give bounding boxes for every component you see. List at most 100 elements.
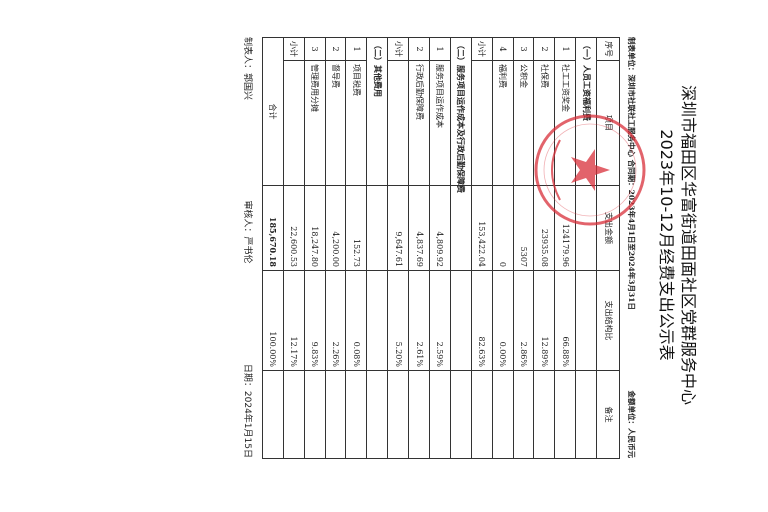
- row-no: 2: [533, 37, 555, 61]
- meta-line: 制表单位：深圳市社联社工服务中心 合同期：2023年4月1日至2024年3月31…: [626, 37, 637, 458]
- amount-cell: 18,247.80: [304, 185, 326, 271]
- table-row: 1 社工工资奖金 124179.96 66.88%: [554, 37, 576, 459]
- remark-cell: [262, 370, 284, 459]
- amount-cell: 0: [492, 185, 514, 271]
- subtotal-row: 小计 22,600.53 12.17%: [283, 37, 305, 459]
- row-no: 1: [429, 37, 451, 61]
- remark-cell: [492, 370, 514, 459]
- ratio-cell: 2.86%: [513, 270, 534, 371]
- amount-cell: 5307: [513, 185, 534, 271]
- header-no: 序号: [596, 37, 620, 61]
- rotated-document: 深圳市福田区华富街道田面社区党群服务中心 2023年10-12月经费支出公示表 …: [240, 30, 710, 460]
- amount-cell: 9,647.61: [387, 185, 409, 271]
- amount-cell: 4,200.00: [325, 185, 346, 271]
- remark-cell: [387, 370, 409, 459]
- item-name: 福利费: [492, 60, 514, 186]
- ratio-cell: 82.63%: [471, 270, 493, 371]
- table-row: 1 项目税费 152.73 0.08%: [345, 37, 367, 459]
- amount-cell: 4,837.69: [408, 185, 430, 271]
- amount-cell: 185,670.18: [262, 185, 284, 271]
- header-ratio: 支出结构比: [596, 270, 620, 371]
- ratio-cell: 2.26%: [325, 270, 346, 371]
- item-name: 管理费用分摊: [304, 60, 326, 186]
- table-header: 序号 项目 支出金额 支出结构比 备注: [596, 37, 620, 459]
- ratio-cell: 0.00%: [492, 270, 514, 371]
- header-item: 项目: [596, 60, 620, 186]
- remark-cell: [450, 370, 472, 459]
- remark-cell: [345, 370, 367, 459]
- expense-table: 序号 项目 支出金额 支出结构比 备注 （一）人员工资福利费 1 社工工资奖金 124…: [262, 37, 620, 459]
- preparer: 制表人：郭国兴: [242, 37, 252, 101]
- ratio-cell: [366, 270, 388, 371]
- document-title: 深圳市福田区华富街道田面社区党群服务中心: [679, 84, 698, 405]
- remark-cell: [366, 370, 388, 459]
- item-name: 公积金: [513, 60, 534, 186]
- header-remark: 备注: [596, 370, 620, 459]
- header-amount: 支出金额: [596, 185, 620, 271]
- amount-cell: 4,809.92: [429, 185, 451, 271]
- document-subtitle: 2023年10-12月经费支出公示表: [657, 129, 676, 361]
- item-name: [283, 60, 305, 186]
- amount-cell: 22,600.53: [283, 185, 305, 271]
- ratio-cell: 66.88%: [554, 270, 576, 371]
- row-no: 3: [304, 37, 326, 61]
- ratio-cell: [575, 270, 597, 371]
- section-label: （一）人员工资福利费: [575, 37, 597, 186]
- row-no: 3: [513, 37, 534, 61]
- table-row: 1 服务项目运作成本 4,809.92 2.59%: [429, 37, 451, 459]
- table-row: 3 公积金 5307 2.86%: [513, 37, 534, 459]
- amount-cell: 153,422.04: [471, 185, 493, 271]
- total-label: 合计: [262, 37, 284, 186]
- item-name: 社保费: [533, 60, 555, 186]
- row-no: 小计: [283, 37, 305, 61]
- table-row: 2 督导费 4,200.00 2.26%: [325, 37, 346, 459]
- signature-line: 制表人：郭国兴 审核人：严书伦 日期：2024年1月15日: [242, 37, 255, 458]
- remark-cell: [429, 370, 451, 459]
- item-name: [471, 60, 493, 186]
- section-row: （一）人员工资福利费: [575, 37, 597, 459]
- remark-cell: [554, 370, 576, 459]
- amount-cell: 124179.96: [554, 185, 576, 271]
- subtotal-row: 小计 9,647.61 5.20%: [387, 37, 409, 459]
- date: 日期：2024年1月15日: [242, 363, 252, 458]
- item-name: 社工工资奖金: [554, 60, 576, 186]
- table-row: 2 行政后勤保障费 4,837.69 2.61%: [408, 37, 430, 459]
- reviewer: 审核人：严书伦: [242, 200, 252, 264]
- remark-cell: [304, 370, 326, 459]
- remark-cell: [283, 370, 305, 459]
- row-no: 4: [492, 37, 514, 61]
- table-row: 2 社保费 23935.08 12.89%: [533, 37, 555, 459]
- section-label: （二）其他费用: [366, 37, 388, 186]
- unit-info: 制表单位：深圳市社联社工服务中心 合同期：2023年4月1日至2024年3月31…: [627, 37, 636, 310]
- amount-cell: 152.73: [345, 185, 367, 271]
- amount-cell: 23935.08: [533, 185, 555, 271]
- amount-cell: [366, 185, 388, 271]
- item-name: 督导费: [325, 60, 346, 186]
- ratio-cell: 12.89%: [533, 270, 555, 371]
- ratio-cell: 0.08%: [345, 270, 367, 371]
- ratio-cell: 9.83%: [304, 270, 326, 371]
- remark-cell: [325, 370, 346, 459]
- remark-cell: [408, 370, 430, 459]
- ratio-cell: 2.61%: [408, 270, 430, 371]
- amount-cell: [450, 185, 472, 271]
- item-name: 行政后勤保障费: [408, 60, 430, 186]
- currency-info: 金额单位：人民币元: [627, 390, 636, 459]
- subtotal-row: 小计 153,422.04 82.63%: [471, 37, 493, 459]
- row-no: 2: [408, 37, 430, 61]
- remark-cell: [471, 370, 493, 459]
- section-row: （二）服务项目运作成本及行政后勤保障费: [450, 37, 472, 459]
- section-row: （二）其他费用: [366, 37, 388, 459]
- amount-cell: [575, 185, 597, 271]
- ratio-cell: 2.59%: [429, 270, 451, 371]
- item-name: 服务项目运作成本: [429, 60, 451, 186]
- item-name: 项目税费: [345, 60, 367, 186]
- table-row: 4 福利费 0 0.00%: [492, 37, 514, 459]
- row-no: 2: [325, 37, 346, 61]
- section-label: （二）服务项目运作成本及行政后勤保障费: [450, 37, 472, 193]
- remark-cell: [575, 370, 597, 459]
- item-name: [387, 60, 409, 186]
- ratio-cell: 12.17%: [283, 270, 305, 371]
- total-row: 合计 185,670.18 100.00%: [262, 37, 284, 459]
- table-row: 3 管理费用分摊 18,247.80 9.83%: [304, 37, 326, 459]
